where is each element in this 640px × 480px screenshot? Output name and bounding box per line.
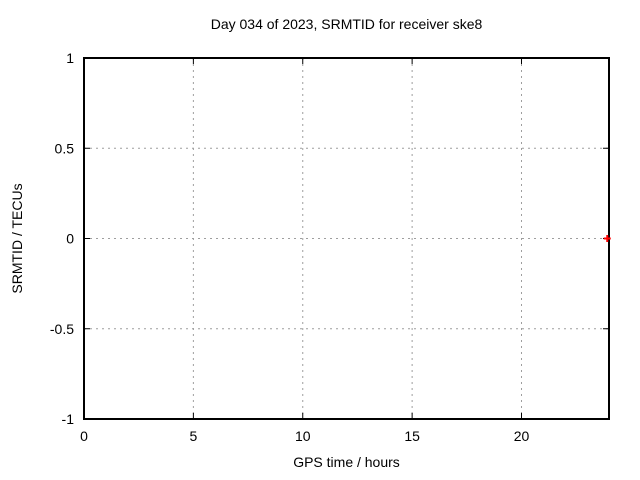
x-tick-label: 0 [80, 428, 88, 444]
y-tick-label: -1 [62, 411, 75, 427]
y-tick-label: 0.5 [55, 140, 75, 156]
chart-title: Day 034 of 2023, SRMTID for receiver ske… [210, 16, 483, 32]
x-tick-label: 20 [514, 428, 530, 444]
x-tick-label: 15 [404, 428, 420, 444]
y-tick-label: -0.5 [50, 321, 74, 337]
x-tick-label: 5 [189, 428, 197, 444]
y-tick-label: 1 [66, 50, 74, 66]
y-tick-label: 0 [66, 231, 74, 247]
x-axis-label: GPS time / hours [293, 454, 400, 470]
x-tick-label: 10 [295, 428, 311, 444]
